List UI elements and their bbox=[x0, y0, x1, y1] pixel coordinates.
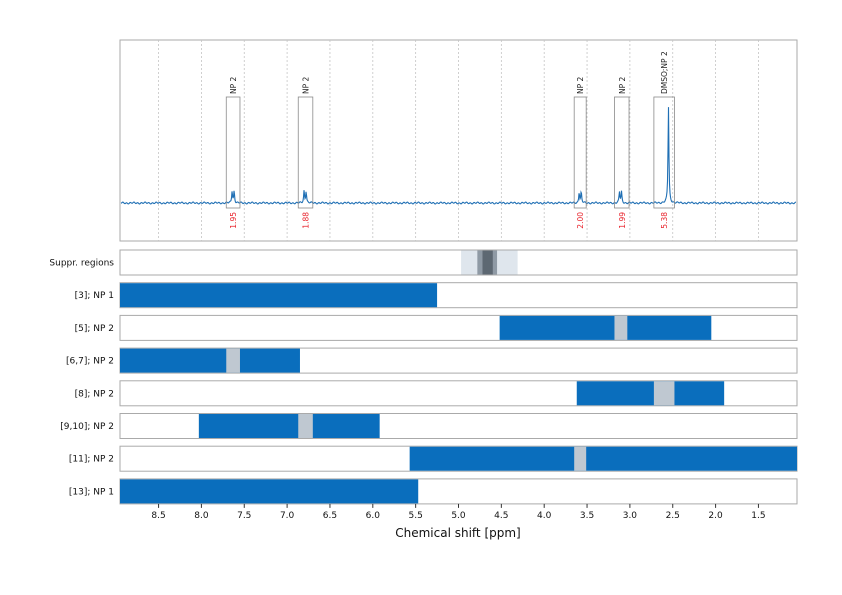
x-axis: 8.5 8.0 7.5 7.0 6.5 6.0 5.5 5.0 4.5 4.0 3.5 3.0 2.5 2… bbox=[151, 503, 766, 521]
spectrum-line bbox=[120, 107, 797, 205]
x-tick-label: 1.5 bbox=[751, 511, 765, 521]
peak-window-box bbox=[653, 96, 675, 209]
suppression-band-inner bbox=[482, 250, 493, 275]
peak-label: NP 2 bbox=[302, 76, 311, 94]
x-tick-label: 2.5 bbox=[666, 511, 680, 521]
track-bar bbox=[499, 315, 712, 340]
peak-integral: 5.38 bbox=[660, 212, 669, 229]
track-label: [6,7]; NP 2 bbox=[66, 357, 114, 367]
track-bar bbox=[198, 414, 380, 438]
peak-label: NP 2 bbox=[229, 76, 238, 94]
peak-window-box bbox=[573, 96, 587, 209]
x-tick-label: 5.5 bbox=[408, 511, 422, 521]
track-bar bbox=[120, 348, 300, 373]
track-gap bbox=[298, 414, 313, 438]
x-tick-label: 6.5 bbox=[323, 511, 337, 521]
x-tick-label: 3.5 bbox=[580, 511, 594, 521]
x-tick-label: 3.0 bbox=[623, 511, 638, 521]
track-bar bbox=[576, 381, 725, 406]
track-gap bbox=[653, 381, 675, 406]
track-gap bbox=[574, 446, 587, 471]
x-tick-label: 6.0 bbox=[366, 511, 381, 521]
track-label: [13]; NP 1 bbox=[69, 487, 114, 497]
tracks-panel: Suppr. regions [3]; NP 1 [5]; NP 2 [6,7]; N… bbox=[49, 249, 798, 505]
x-tick-label: 7.5 bbox=[237, 511, 251, 521]
track-label: [11]; NP 2 bbox=[69, 455, 114, 465]
x-tick-label: 4.5 bbox=[494, 511, 508, 521]
peak-window-box bbox=[225, 96, 241, 209]
track-bar bbox=[409, 446, 797, 471]
peak-integral: 1.99 bbox=[618, 212, 627, 229]
track-gap bbox=[226, 348, 240, 373]
x-tick-label: 8.5 bbox=[151, 511, 165, 521]
peak-label: DMSO;NP 2 bbox=[660, 51, 669, 94]
track-label: Suppr. regions bbox=[49, 259, 114, 269]
peak-integral: 1.95 bbox=[229, 212, 238, 229]
x-tick-label: 4.0 bbox=[537, 511, 552, 521]
track-frame bbox=[119, 249, 798, 276]
track-label: [8]; NP 2 bbox=[75, 389, 114, 399]
track-label: [5]; NP 2 bbox=[75, 324, 114, 334]
x-tick-label: 5.0 bbox=[451, 511, 466, 521]
track-bar bbox=[120, 479, 419, 504]
track-bar bbox=[120, 283, 438, 308]
spectrum-panel: NP 2 1.95 NP 2 1.88 NP 2 2.00 NP 2 1.99 DMSO;NP … bbox=[119, 39, 798, 242]
peak-label: NP 2 bbox=[618, 76, 627, 94]
peak-integral: 2.00 bbox=[576, 212, 585, 229]
x-tick-label: 2.0 bbox=[708, 511, 723, 521]
track-label: [3]; NP 1 bbox=[75, 291, 114, 301]
peak-integral: 1.88 bbox=[302, 212, 311, 229]
track-gap bbox=[614, 315, 628, 340]
peak-window-box bbox=[297, 96, 314, 209]
x-tick-label: 7.0 bbox=[280, 511, 295, 521]
peak-window-box bbox=[614, 96, 630, 209]
x-axis-title: Chemical shift [ppm] bbox=[395, 526, 521, 540]
track-label: [9,10]; NP 2 bbox=[60, 422, 114, 432]
x-tick-label: 8.0 bbox=[194, 511, 209, 521]
peak-label: NP 2 bbox=[576, 76, 585, 94]
